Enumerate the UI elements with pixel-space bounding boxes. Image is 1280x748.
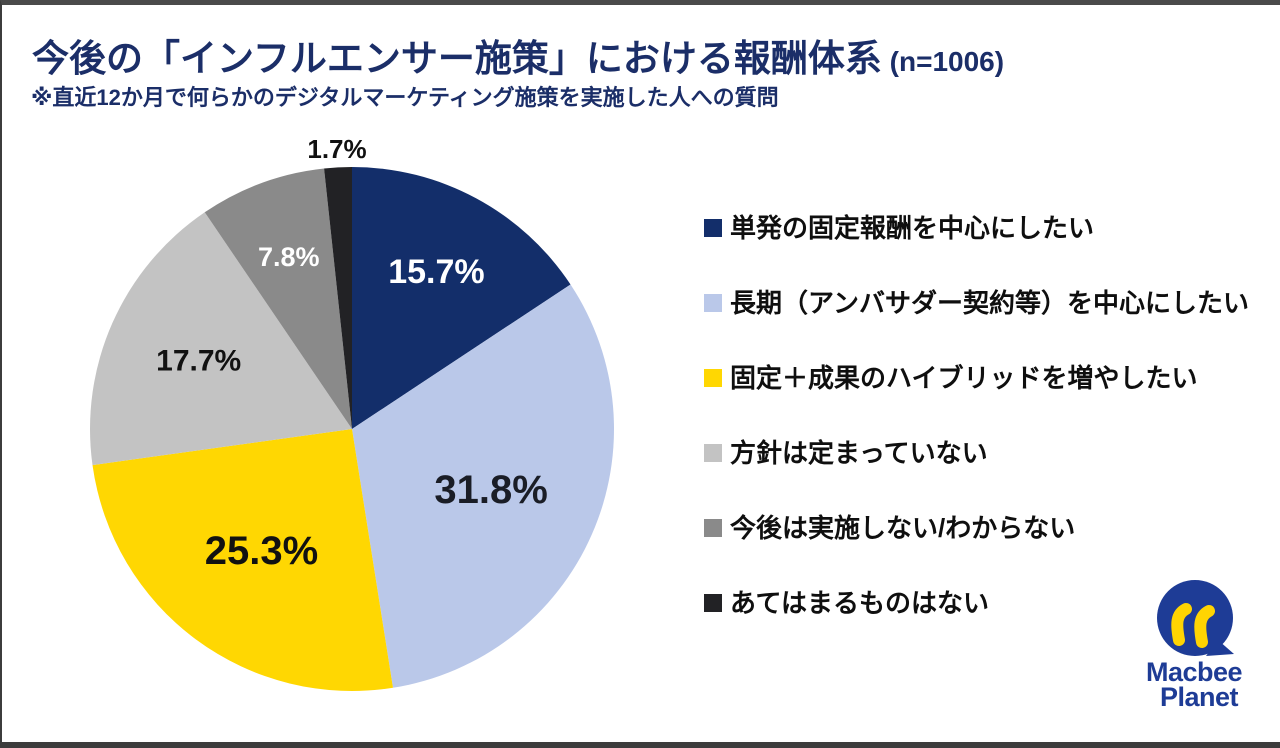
pie-chart: 15.7% 31.8% 25.3% 17.7% 7.8% 1.7% — [89, 134, 614, 691]
pie-slice-label: 31.8% — [434, 468, 547, 512]
pie-slice — [352, 167, 571, 429]
legend-item-label: 今後は実施しない/わからない — [730, 513, 1076, 543]
legend-item: 長期（アンバサダー契約等）を中心にしたい — [704, 289, 1249, 317]
pie-slice-label: 25.3% — [205, 529, 318, 573]
pie-slice — [204, 168, 352, 430]
pie-slice — [89, 212, 352, 466]
macbee-planet-logo-icon — [1157, 580, 1234, 656]
pie-slice-label: 17.7% — [156, 345, 241, 378]
legend-item: 方針は定まっていない — [704, 439, 1249, 467]
pie-slice-label: 7.8% — [258, 242, 320, 272]
legend-color-swatch — [704, 219, 722, 237]
page-title-text: 今後の「インフルエンサー施策」における報酬体系 — [32, 38, 882, 79]
legend-item-label: 固定＋成果のハイブリッドを増やしたい — [730, 363, 1198, 393]
legend-item-label: あてはまるものはない — [730, 588, 989, 618]
legend-item: 固定＋成果のハイブリッドを増やしたい — [704, 364, 1249, 392]
pie-slice-label: 1.7% — [307, 134, 366, 164]
logo-text-macbee: Macbee — [1145, 657, 1243, 687]
legend-item-label: 長期（アンバサダー契約等）を中心にしたい — [730, 288, 1249, 318]
legend-item-label: 方針は定まっていない — [730, 438, 988, 468]
company-logo: Macbee Planet — [1136, 578, 1252, 711]
chart-legend: 単発の固定報酬を中心にしたい長期（アンバサダー契約等）を中心にしたい 固定＋成果の… — [704, 214, 1249, 617]
logo-text-planet: Planet — [1159, 682, 1239, 712]
sample-size: (n=1006) — [881, 46, 1005, 77]
legend-item-label: 単発の固定報酬を中心にしたい — [730, 213, 1095, 243]
legend-color-swatch — [704, 369, 722, 387]
page-subtitle: ※直近12か月で何らかのデジタルマーケティング施策を実施した人への質問 — [31, 85, 779, 110]
pie-slice — [352, 284, 614, 688]
legend-item: 今後は実施しない/わからない — [704, 514, 1249, 542]
pie-slice — [324, 167, 352, 429]
legend-item: 単発の固定報酬を中心にしたい — [704, 214, 1249, 242]
legend-item: あてはまるものはない — [704, 589, 1249, 617]
page-title: 今後の「インフルエンサー施策」における報酬体系 (n=1006) — [32, 28, 1004, 82]
legend-color-swatch — [704, 294, 722, 312]
legend-color-swatch — [704, 444, 722, 462]
legend-color-swatch — [704, 594, 722, 612]
pie-slice — [92, 429, 393, 691]
pie-slice-label: 15.7% — [388, 253, 484, 291]
legend-color-swatch — [704, 519, 722, 537]
